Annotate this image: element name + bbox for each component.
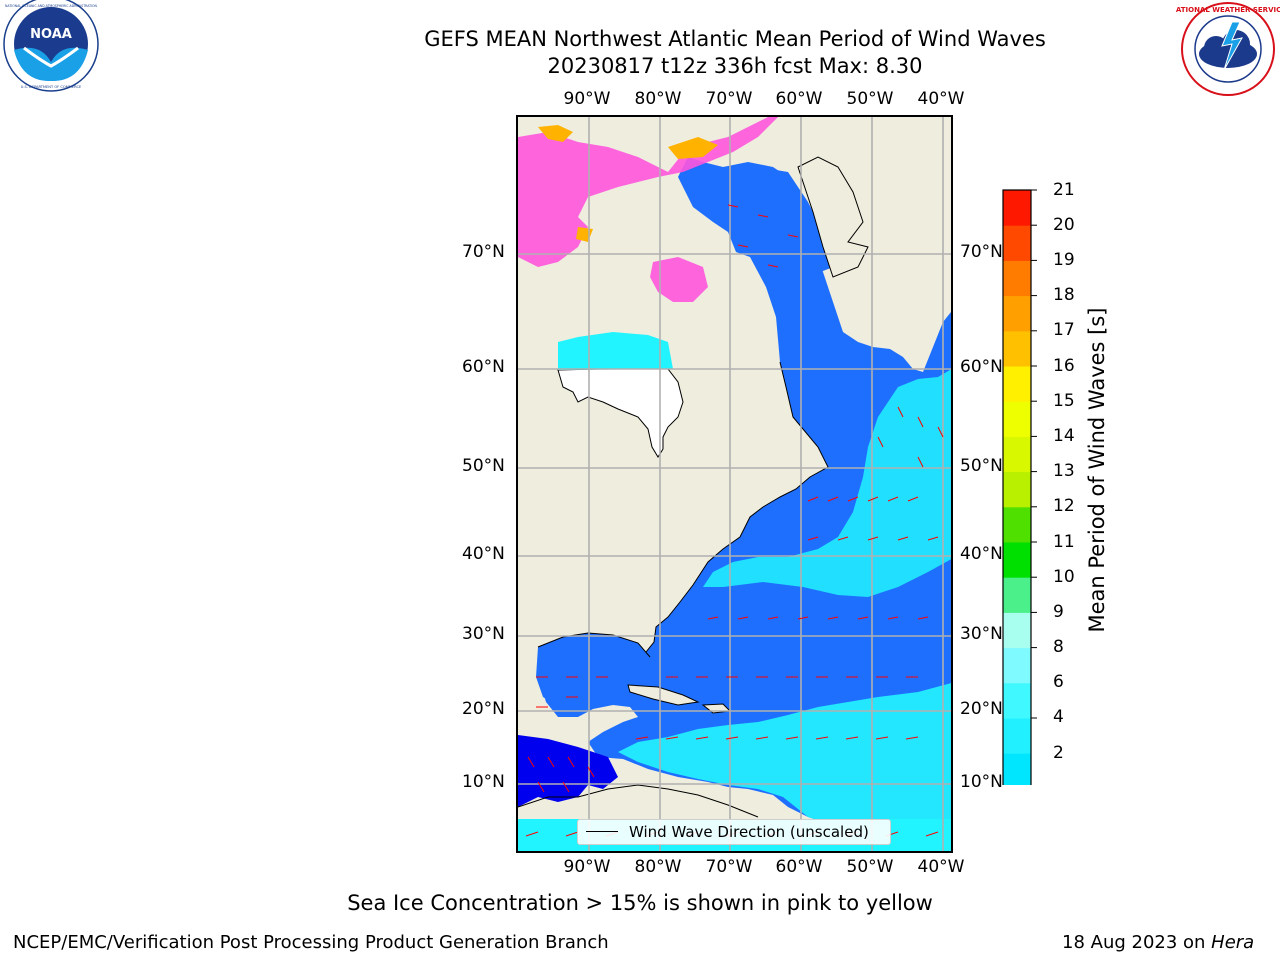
cbar-tick-18: 18 <box>1053 285 1075 305</box>
lat-label-right-20n: 20°N <box>960 699 1003 719</box>
cbar-tick-16: 16 <box>1053 356 1075 376</box>
lon-label-top-90w: 90°W <box>563 89 611 109</box>
cbar-tick-13: 13 <box>1053 461 1075 481</box>
sea-ice-note: Sea Ice Concentration > 15% is shown in … <box>347 891 933 915</box>
cbar-tick-15: 15 <box>1053 391 1075 411</box>
ocean-cyan-tropics <box>618 683 951 849</box>
coastline-south-america <box>518 784 759 818</box>
noaa-ring-bottom: U.S. DEPARTMENT OF COMMERCE <box>21 85 82 89</box>
cbar-tick-12: 12 <box>1053 496 1075 516</box>
nws-logo: NATIONAL WEATHER SERVICE <box>1176 2 1280 96</box>
cuba <box>627 684 700 706</box>
footer-date-text: 18 Aug 2023 on <box>1062 932 1212 953</box>
map-subtitle: 20230817 t12z 336h fcst Max: 8.30 <box>547 54 923 78</box>
lat-label-left-20n: 20°N <box>462 699 505 719</box>
legend-line-swatch <box>586 831 618 832</box>
lon-label-top-50w: 50°W <box>846 89 894 109</box>
lat-label-left-30n: 30°N <box>462 624 505 644</box>
noaa-logo: NOAA NATIONAL OCEANIC AND ATMOSPHERIC AD… <box>3 0 99 92</box>
lon-label-top-70w: 70°W <box>705 89 753 109</box>
lon-label-top-40w: 40°W <box>917 89 965 109</box>
colorbar-title: Mean Period of Wind Waves [s] <box>1085 307 1109 633</box>
lat-label-left-50n: 50°N <box>462 456 505 476</box>
lat-label-right-40n: 40°N <box>960 544 1003 564</box>
lon-label-bottom-40w: 40°W <box>917 857 965 877</box>
map-legend: Wind Wave Direction (unscaled) <box>577 819 891 845</box>
sea-ice-high <box>538 125 718 242</box>
footer-host: Hera <box>1211 932 1255 953</box>
footer-date: 18 Aug 2023 on Hera <box>1062 932 1254 953</box>
lat-label-left-10n: 10°N <box>462 772 505 792</box>
map-title: GEFS MEAN Northwest Atlantic Mean Period… <box>424 27 1046 51</box>
lat-label-right-60n: 60°N <box>960 357 1003 377</box>
cbar-tick-9: 9 <box>1053 602 1064 622</box>
colorbar-band-4-5 <box>1003 753 1031 785</box>
colorbar-band-17-18 <box>1003 295 1031 332</box>
cbar-tick-17: 17 <box>1053 320 1075 340</box>
colorbar-band-9-10 <box>1003 577 1031 613</box>
colorbar-band-8-9 <box>1003 612 1031 649</box>
cbar-tick-21: 21 <box>1053 180 1075 200</box>
cbar-tick-4: 4 <box>1053 707 1064 727</box>
colorbar-frame <box>1002 189 1032 785</box>
lat-label-left-40n: 40°N <box>462 544 505 564</box>
cbar-tick-10: 10 <box>1053 567 1075 587</box>
lat-label-left-70n: 70°N <box>462 242 505 262</box>
nws-ring-text: NATIONAL WEATHER SERVICE <box>1176 6 1280 14</box>
sea-ice-foxe <box>650 257 708 302</box>
lat-label-left-60n: 60°N <box>462 357 505 377</box>
colorbar-band-5-6 <box>1003 718 1031 754</box>
lon-label-bottom-50w: 50°W <box>846 857 894 877</box>
lon-label-bottom-80w: 80°W <box>634 857 682 877</box>
colorbar-band-16-17 <box>1003 330 1031 367</box>
footer-credit: NCEP/EMC/Verification Post Processing Pr… <box>13 932 609 953</box>
lon-label-top-60w: 60°W <box>775 89 823 109</box>
noaa-ring-text: NATIONAL OCEANIC AND ATMOSPHERIC ADMINIS… <box>5 4 98 8</box>
lat-label-right-50n: 50°N <box>960 456 1003 476</box>
colorbar-band-10-11 <box>1003 542 1031 578</box>
colorbar-band-15-16 <box>1003 366 1031 402</box>
ocean-baffin <box>688 167 833 277</box>
hudson-bay-cyan <box>558 332 673 370</box>
coastline-north-america <box>645 361 829 653</box>
ocean-caribbean <box>518 735 618 807</box>
cbar-tick-2: 2 <box>1053 743 1064 763</box>
colorbar-band-13-14 <box>1003 436 1031 473</box>
graticule <box>518 117 951 851</box>
map-panel <box>516 115 953 853</box>
colorbar-band-12-13 <box>1003 471 1031 508</box>
cbar-tick-19: 19 <box>1053 250 1075 270</box>
legend-label: Wind Wave Direction (unscaled) <box>629 823 869 841</box>
lat-label-right-30n: 30°N <box>960 624 1003 644</box>
ocean-gulf <box>536 633 650 707</box>
colorbar <box>1002 189 1037 785</box>
cbar-tick-20: 20 <box>1053 215 1075 235</box>
noaa-logo-text: NOAA <box>30 27 72 42</box>
lon-label-bottom-90w: 90°W <box>563 857 611 877</box>
colorbar-band-11-12 <box>1003 506 1031 543</box>
lat-label-right-70n: 70°N <box>960 242 1003 262</box>
lat-label-right-10n: 10°N <box>960 772 1003 792</box>
colorbar-band-7-8 <box>1003 647 1031 684</box>
cbar-tick-6: 6 <box>1053 672 1064 692</box>
cbar-tick-8: 8 <box>1053 637 1064 657</box>
colorbar-band-14-15 <box>1003 401 1031 437</box>
lon-label-top-80w: 80°W <box>634 89 682 109</box>
colorbar-band-18-19 <box>1003 260 1031 297</box>
colorbar-band-20-21 <box>1003 190 1031 226</box>
coastline-gulf <box>537 632 651 658</box>
map-canvas <box>518 117 951 851</box>
ocean-cyan-band <box>703 369 951 597</box>
cbar-tick-14: 14 <box>1053 426 1075 446</box>
colorbar-band-6-7 <box>1003 682 1031 719</box>
greenland <box>797 156 869 278</box>
colorbar-band-19-20 <box>1003 225 1031 261</box>
lon-label-bottom-70w: 70°W <box>705 857 753 877</box>
cbar-tick-11: 11 <box>1053 532 1075 552</box>
lon-label-bottom-60w: 60°W <box>775 857 823 877</box>
